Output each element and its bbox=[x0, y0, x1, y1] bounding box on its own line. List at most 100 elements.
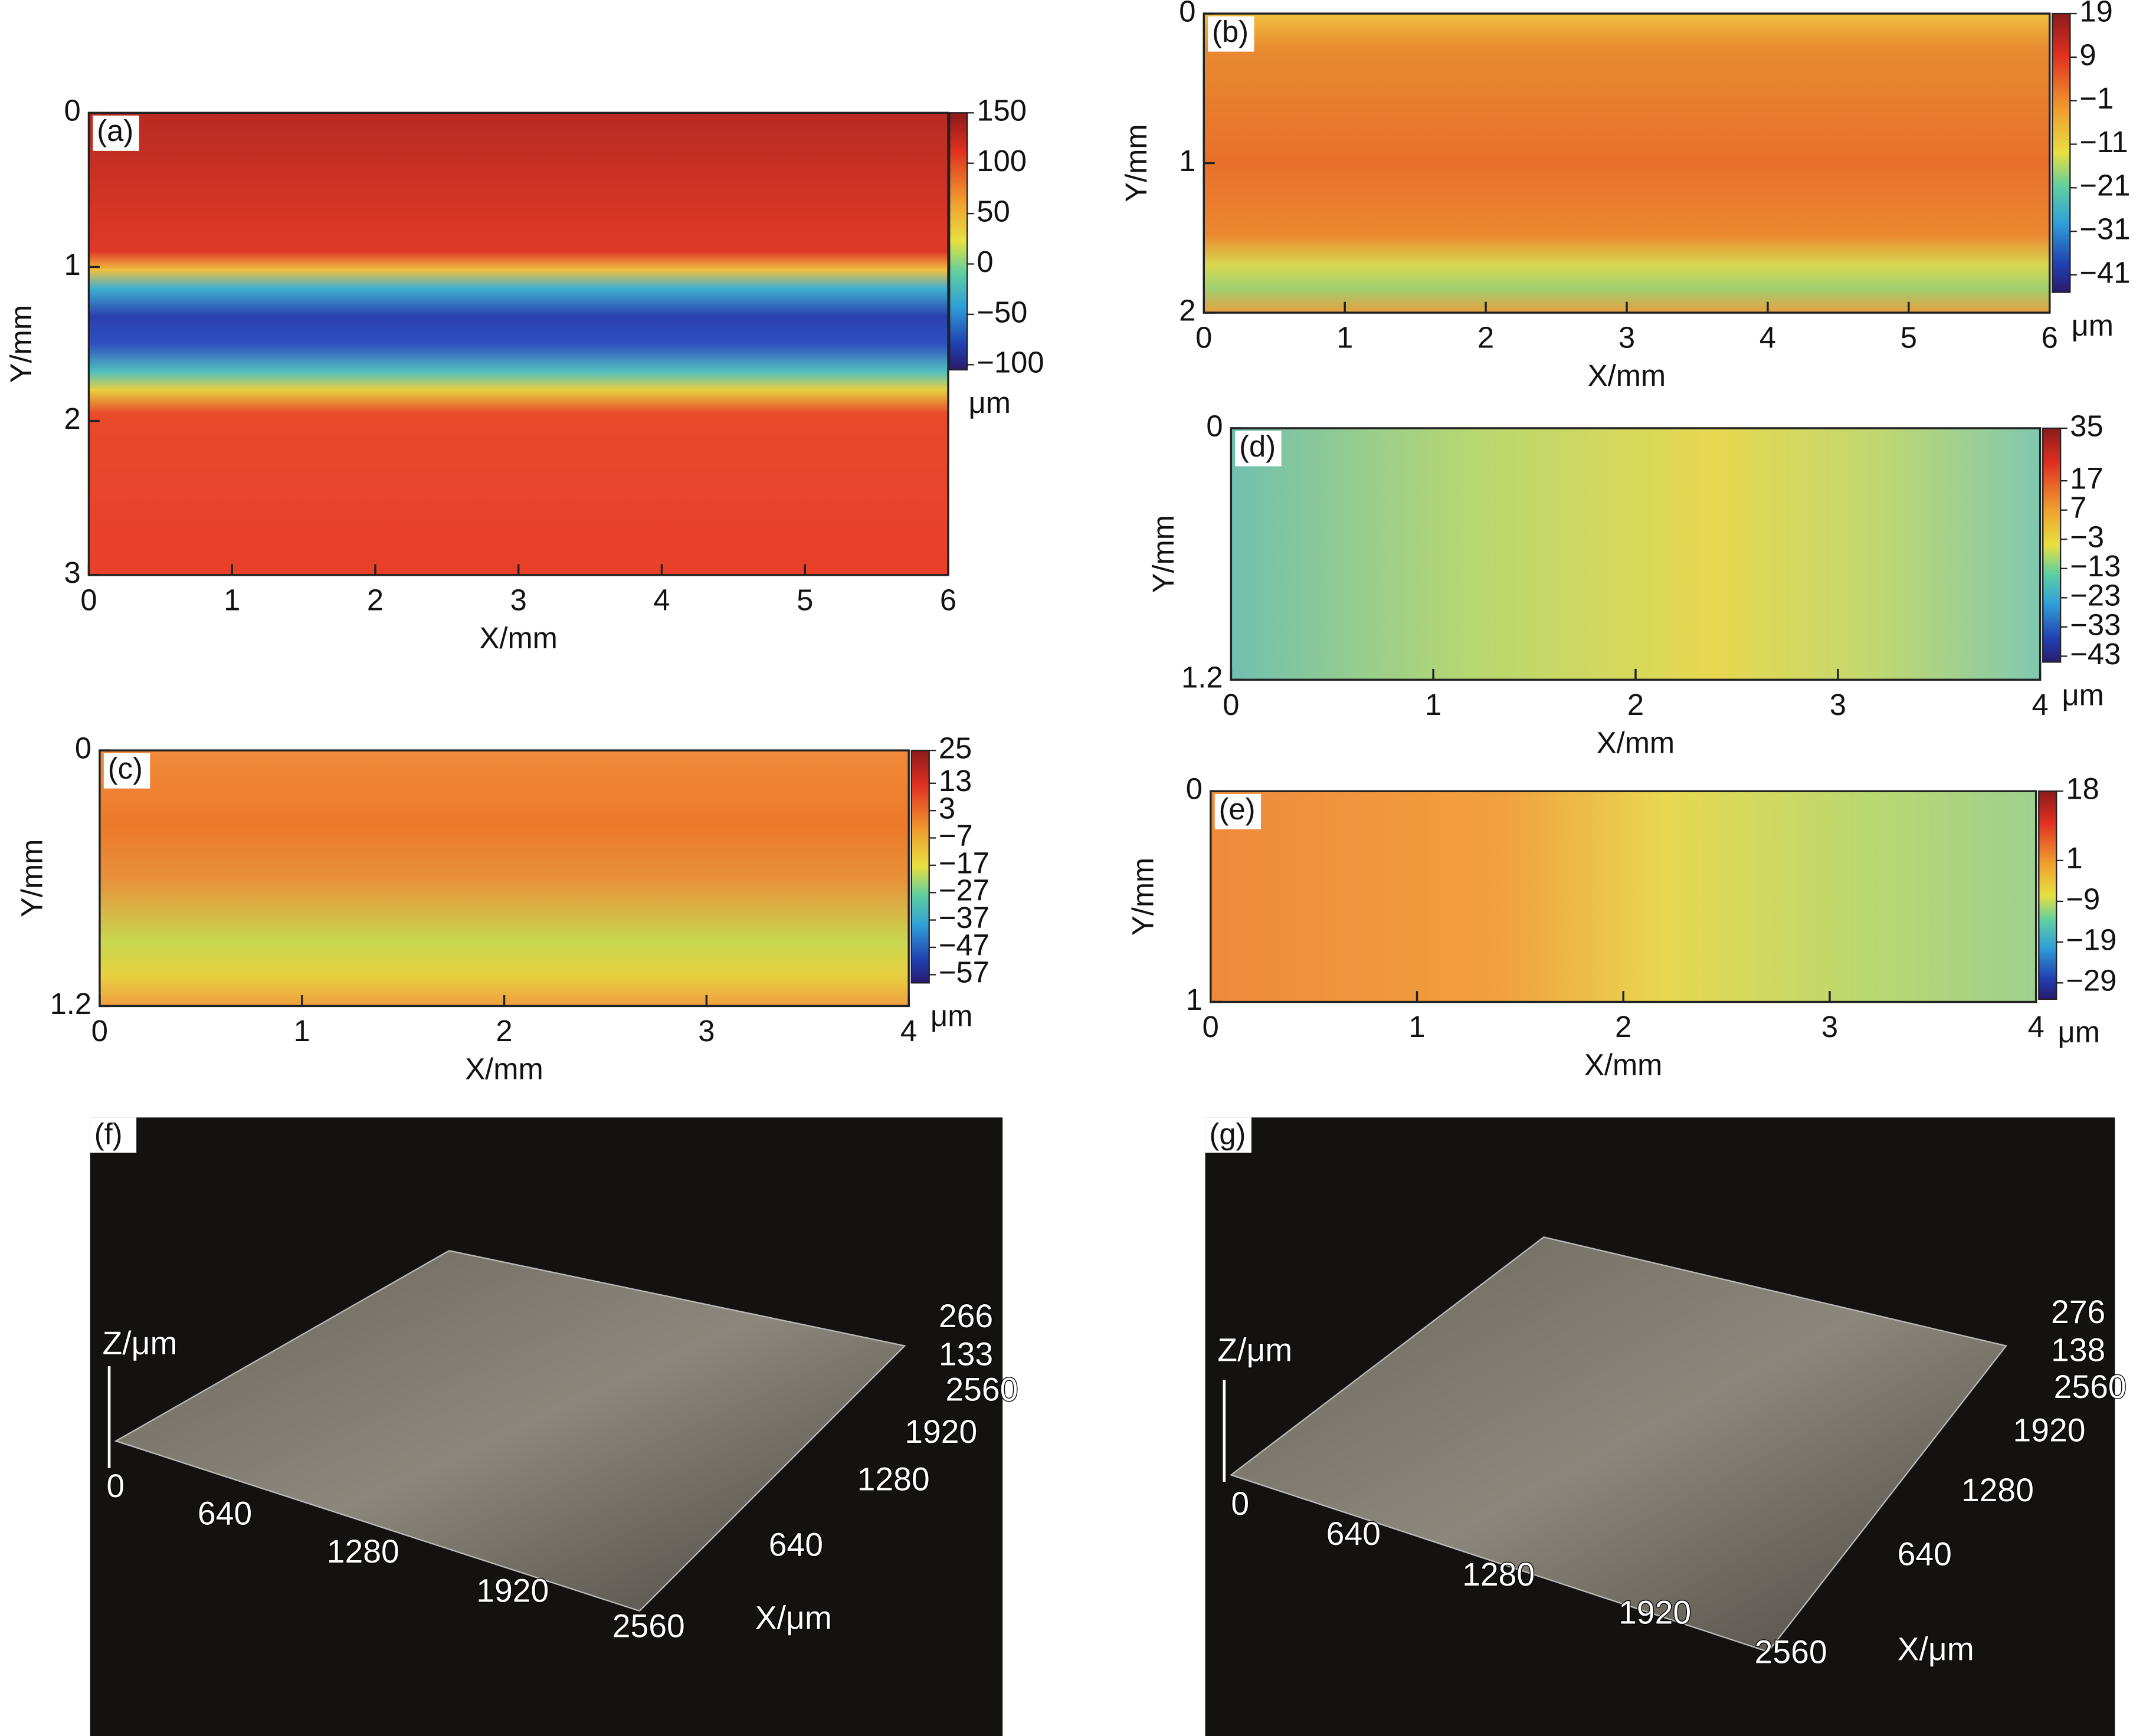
y-tick-label: 0 bbox=[1206, 409, 1223, 442]
y-tick-label: 1.2 bbox=[50, 987, 91, 1020]
panel-label: (e) bbox=[1219, 792, 1256, 826]
z-tick-label: 133 bbox=[939, 1336, 993, 1373]
colorbar-tick-label: −11 bbox=[2079, 125, 2128, 159]
surface bbox=[114, 1250, 906, 1612]
x-tick-label: 3 bbox=[510, 583, 527, 616]
x-tick-label: 3 bbox=[1821, 1010, 1838, 1043]
x-tick-label: 0 bbox=[106, 1468, 124, 1504]
x-tick-label: 0 bbox=[1195, 321, 1212, 355]
x-axis-label: X/μm bbox=[1898, 1631, 1974, 1668]
y-tick-label: 0 bbox=[1179, 0, 1195, 28]
z-tick-label: 266 bbox=[939, 1298, 993, 1334]
y-tick-label: 640 bbox=[769, 1526, 823, 1563]
y-axis-label: Y/mm bbox=[15, 839, 49, 917]
x-axis-label: X/mm bbox=[465, 1052, 543, 1085]
colorbar-tick-label: −13 bbox=[2070, 549, 2121, 583]
x-tick-label: 4 bbox=[653, 583, 670, 616]
colorbar-tick-label: −27 bbox=[939, 874, 989, 907]
x-axis-label: X/μm bbox=[755, 1600, 832, 1636]
panel-label: (a) bbox=[97, 114, 133, 147]
y-tick-label: 0 bbox=[64, 94, 80, 127]
colorbar-unit: μm bbox=[2058, 1015, 2100, 1049]
colorbar-tick-label: 7 bbox=[2070, 491, 2086, 524]
x-tick-label: 0 bbox=[1223, 688, 1239, 721]
x-tick-label: 1 bbox=[224, 583, 240, 616]
x-tick-label: 2 bbox=[496, 1014, 512, 1048]
x-axis-label: X/mm bbox=[480, 621, 558, 655]
colorbar-tick-label: −31 bbox=[2079, 212, 2130, 246]
x-tick-label: 5 bbox=[1901, 321, 1917, 355]
colorbar-tick-label: −100 bbox=[977, 346, 1044, 379]
x-tick-label: 0 bbox=[1203, 1010, 1219, 1043]
z-axis-label: Z/μm bbox=[1217, 1332, 1292, 1369]
panel-label-box bbox=[1208, 16, 1254, 52]
heatmap-image bbox=[1231, 428, 2040, 680]
colorbar-tick-label: 25 bbox=[939, 731, 972, 765]
x-tick-label: 4 bbox=[2028, 1010, 2044, 1043]
y-tick-label: 2 bbox=[64, 402, 80, 435]
x-tick-label: 0 bbox=[1231, 1485, 1249, 1522]
x-tick-label: 1280 bbox=[1462, 1556, 1535, 1593]
panel-label: (d) bbox=[1239, 429, 1276, 463]
x-tick-label: 640 bbox=[198, 1495, 252, 1531]
colorbar-tick-label: −9 bbox=[2066, 882, 2100, 915]
y-tick-label: 1920 bbox=[2013, 1412, 2086, 1449]
y-tick-label: 2560 bbox=[945, 1371, 1018, 1408]
x-tick-label: 0 bbox=[80, 583, 97, 616]
colorbar-tick-label: 100 bbox=[977, 144, 1027, 178]
colorbar-tick-label: −33 bbox=[2070, 608, 2121, 641]
panel-label-box bbox=[1235, 431, 1282, 467]
panel-label: (g) bbox=[1209, 1117, 1246, 1151]
colorbar-tick-label: 9 bbox=[2079, 38, 2096, 71]
x-tick-label: 3 bbox=[698, 1014, 715, 1048]
x-tick-label: 1 bbox=[1336, 321, 1353, 355]
x-tick-label: 5 bbox=[797, 583, 813, 616]
colorbar-tick-label: 0 bbox=[977, 245, 993, 278]
y-tick-label: 3 bbox=[64, 556, 80, 589]
panel-label-box bbox=[1205, 1117, 1251, 1153]
colorbar-tick-label: −19 bbox=[2066, 923, 2116, 956]
colorbar-unit: μm bbox=[2072, 309, 2114, 342]
colorbar-tick-label: −21 bbox=[2079, 169, 2130, 202]
x-axis-label: X/mm bbox=[1584, 1048, 1662, 1082]
colorbar-tick-label: 19 bbox=[2079, 0, 2112, 28]
x-tick-label: 6 bbox=[940, 583, 956, 616]
colorbar-tick-label: −29 bbox=[2066, 964, 2116, 997]
colorbar-tick-label: 13 bbox=[939, 764, 972, 798]
z-axis-label: Z/μm bbox=[103, 1325, 178, 1361]
y-tick-label: 2560 bbox=[2054, 1369, 2127, 1405]
y-tick-label: 0 bbox=[1186, 772, 1203, 806]
y-tick-label: 640 bbox=[1898, 1535, 1952, 1572]
surface bbox=[1229, 1236, 2008, 1653]
colorbar-tick-label: −23 bbox=[2070, 579, 2121, 612]
y-tick-label: 1 bbox=[64, 248, 80, 281]
x-tick-label: 2560 bbox=[612, 1608, 685, 1645]
x-tick-label: 2 bbox=[1615, 1010, 1631, 1043]
x-tick-label: 640 bbox=[1326, 1515, 1381, 1552]
colorbar bbox=[2038, 790, 2057, 1000]
colorbar-unit: μm bbox=[969, 386, 1011, 419]
colorbar bbox=[910, 749, 930, 984]
panel-label: (f) bbox=[94, 1117, 123, 1151]
colorbar-tick-label: −17 bbox=[939, 846, 989, 880]
panel-label-box bbox=[1214, 793, 1262, 829]
x-tick-label: 4 bbox=[1760, 321, 1776, 355]
colorbar bbox=[2042, 427, 2062, 663]
heatmap-image bbox=[99, 750, 909, 1006]
colorbar-tick-label: −47 bbox=[939, 928, 989, 961]
colorbar-unit: μm bbox=[2062, 678, 2103, 712]
x-tick-label: 0 bbox=[91, 1014, 108, 1048]
x-tick-label: 1 bbox=[294, 1014, 310, 1048]
x-tick-label: 2 bbox=[1477, 321, 1494, 355]
panel-label-box bbox=[103, 753, 150, 789]
x-tick-label: 2 bbox=[1627, 688, 1644, 721]
y-tick-label: 1920 bbox=[905, 1413, 977, 1450]
x-tick-label: 4 bbox=[2032, 688, 2049, 721]
panel-label-box bbox=[93, 115, 139, 151]
x-tick-label: 2560 bbox=[1755, 1633, 1827, 1670]
panel-label-box bbox=[90, 1117, 137, 1153]
colorbar bbox=[2052, 12, 2071, 293]
colorbar-tick-label: −41 bbox=[2079, 255, 2130, 289]
